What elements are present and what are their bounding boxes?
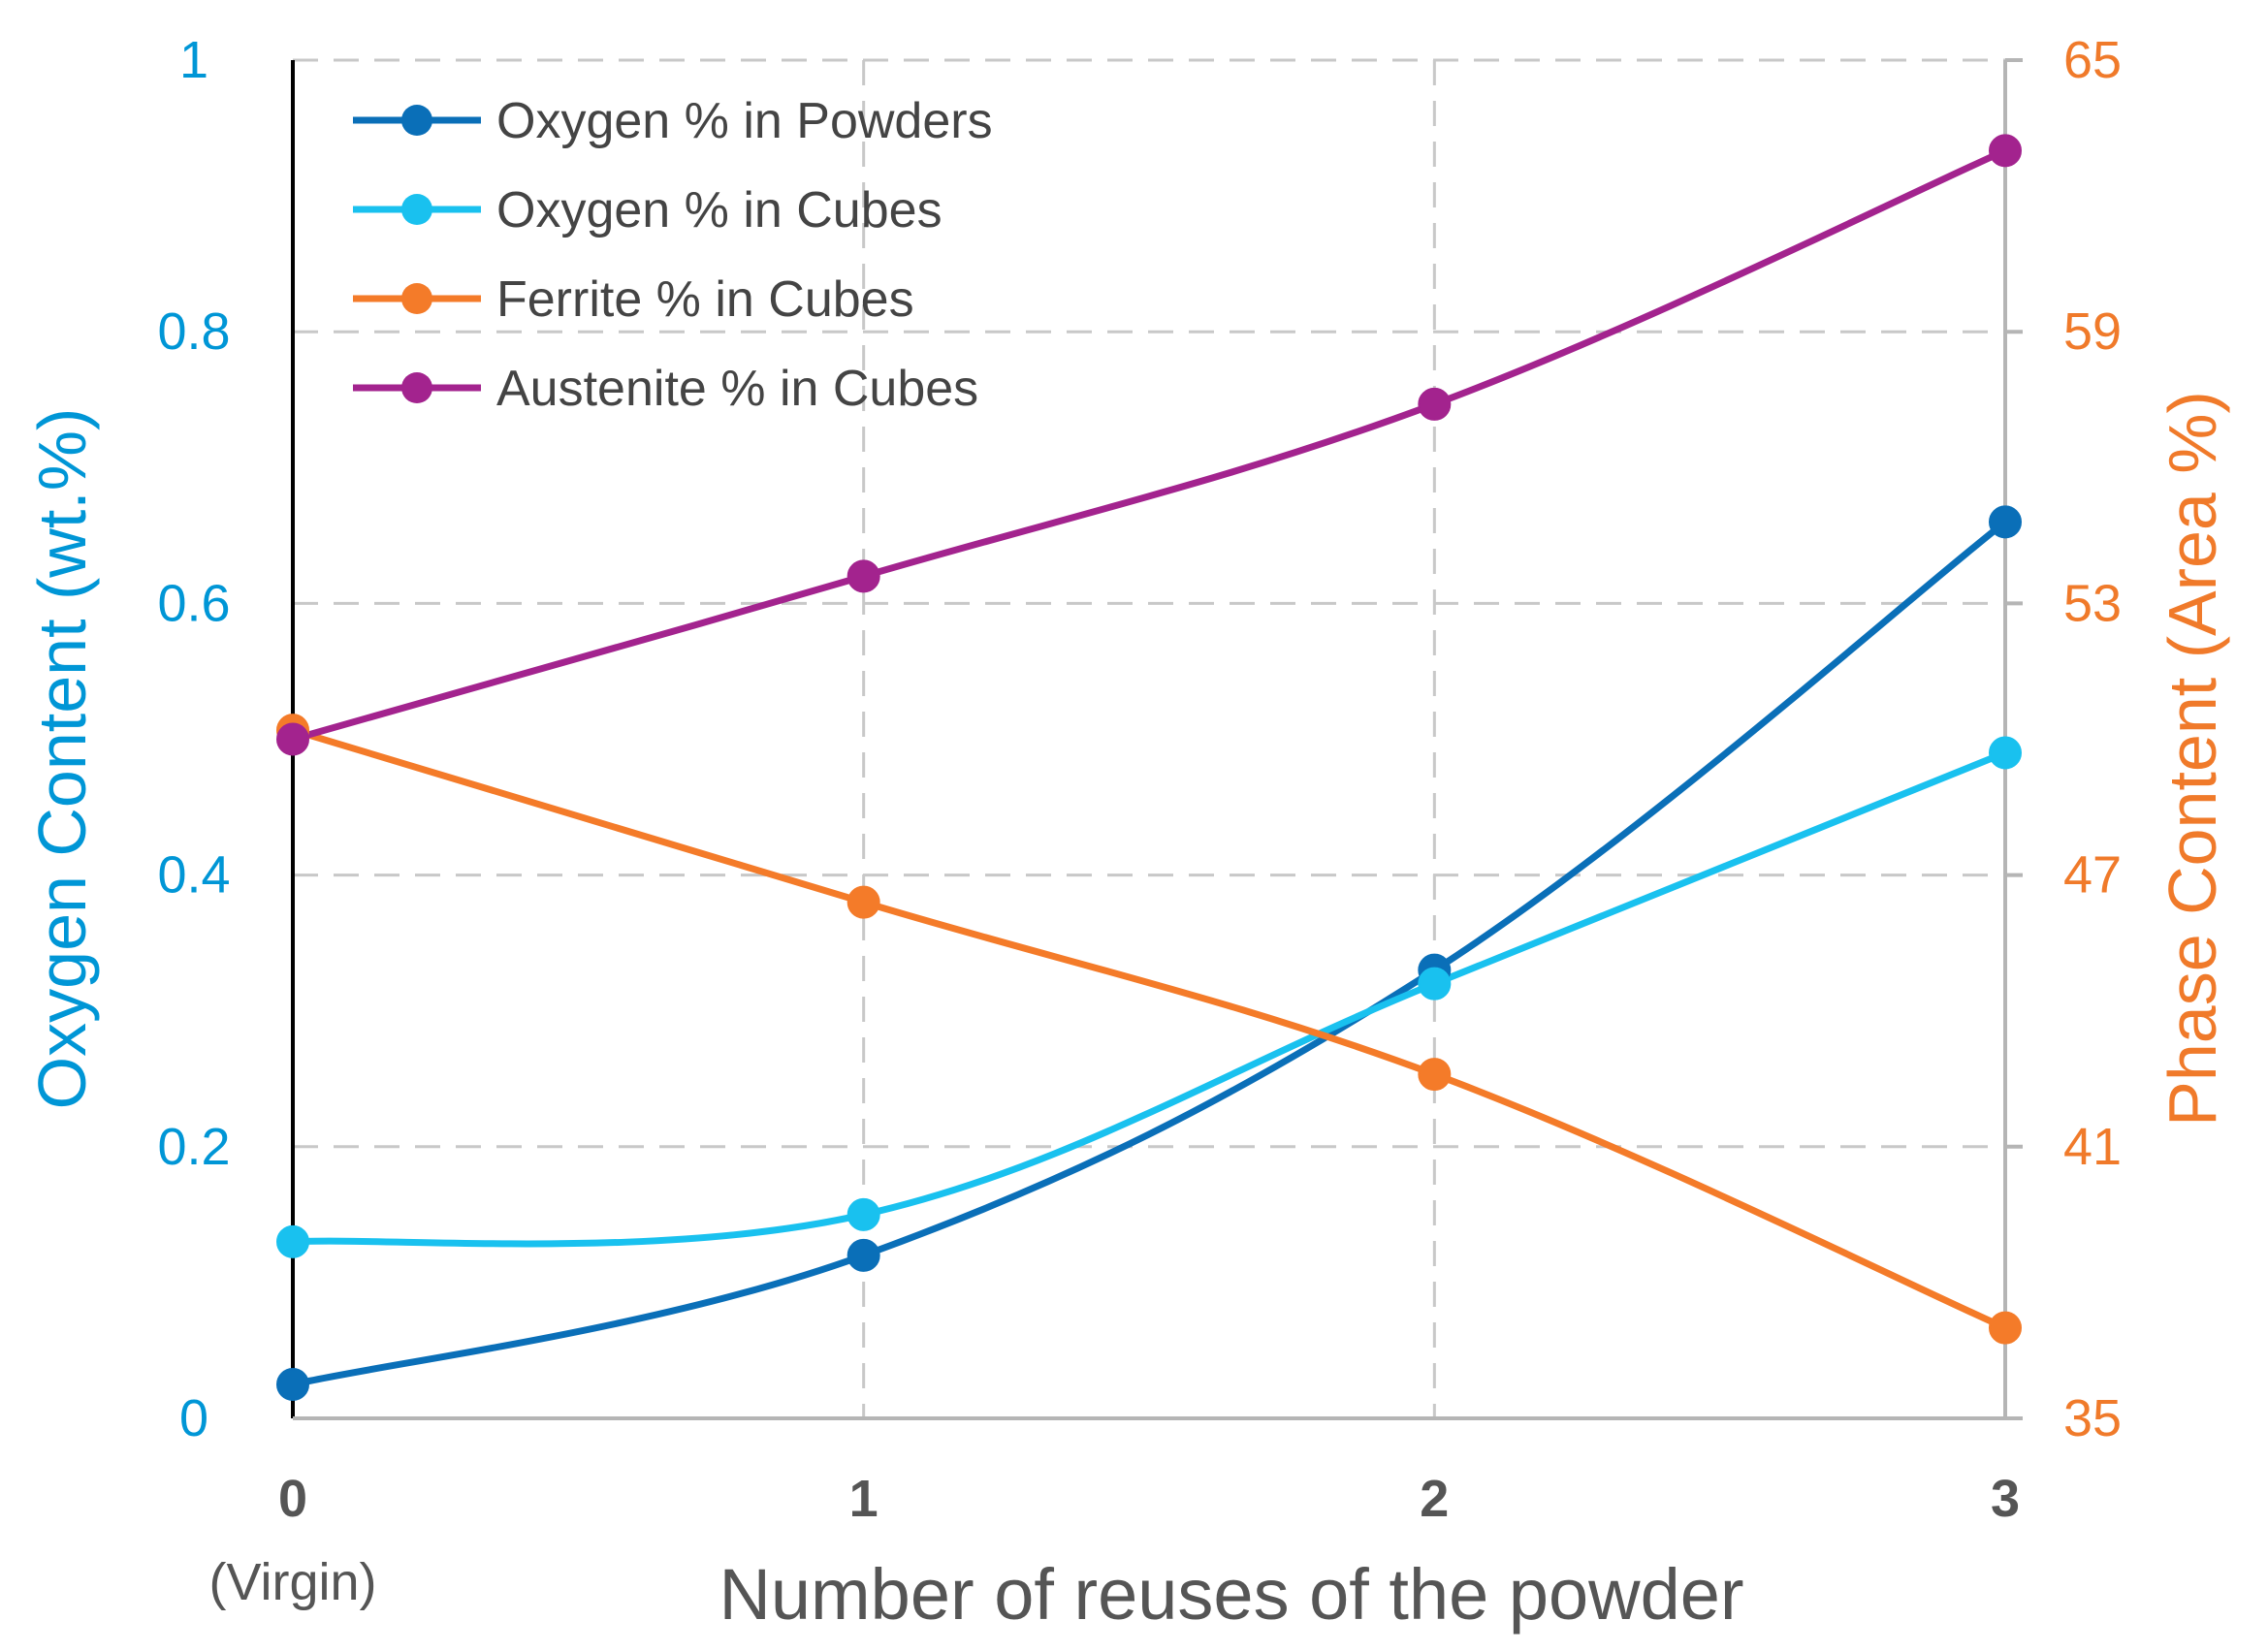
right-tick-label: 35 (2063, 1389, 2122, 1447)
x-axis-title: Number of reuses of the powder (719, 1554, 1743, 1635)
right-tick-label: 53 (2063, 574, 2122, 632)
series-points (276, 134, 2022, 1401)
left-tick-label: 0.4 (157, 846, 230, 905)
x-axis-ticks: 0 (Virgin) 1 2 3 (208, 1470, 2020, 1611)
right-axis-title: Phase Content (Area %) (2155, 391, 2230, 1127)
data-point-oxygen-in-cubes (276, 1224, 309, 1258)
right-tick-label: 41 (2063, 1118, 2122, 1176)
x-tick-label: 3 (1991, 1470, 2020, 1528)
legend-label-ferrite-in-cubes: Ferrite % in Cubes (496, 271, 914, 328)
data-point-austenite-in-cubes (1418, 387, 1452, 421)
data-point-oxygen-in-powders (847, 1238, 880, 1272)
data-point-austenite-in-cubes (847, 559, 880, 593)
legend-label-oxygen-in-powders: Oxygen % in Powders (496, 93, 993, 149)
x-tick-label: 2 (1420, 1470, 1449, 1528)
data-point-oxygen-in-powders (276, 1367, 309, 1401)
data-point-austenite-in-cubes (276, 722, 309, 756)
data-point-oxygen-in-cubes (1989, 736, 2022, 770)
data-point-ferrite-in-cubes (847, 885, 880, 919)
left-tick-label: 0.2 (157, 1118, 230, 1176)
series-line-oxygen-in-cubes (292, 749, 2007, 1248)
legend-marker-oxygen-in-cubes (401, 194, 432, 225)
left-axis-ticks: 0 0.2 0.4 0.6 0.8 1 (157, 31, 230, 1447)
right-tick-label: 47 (2063, 846, 2122, 905)
x-tick-sublabel: (Virgin) (208, 1553, 376, 1611)
legend-label-austenite-in-cubes: Austenite % in Cubes (496, 361, 978, 417)
x-tick-label: 1 (849, 1470, 878, 1528)
series-line-austenite-in-cubes (292, 147, 2007, 743)
right-axis-ticks: 35 41 47 53 59 65 (2063, 31, 2122, 1447)
right-tick-label: 59 (2063, 302, 2122, 361)
data-point-austenite-in-cubes (1989, 134, 2022, 168)
legend: Oxygen % in Powders Oxygen % in Cubes Ferr… (353, 93, 993, 417)
data-point-oxygen-in-cubes (847, 1197, 880, 1231)
legend-label-oxygen-in-cubes: Oxygen % in Cubes (496, 182, 942, 238)
legend-marker-austenite-in-cubes (401, 372, 432, 403)
x-tick-label: 0 (278, 1470, 307, 1528)
data-point-oxygen-in-powders (1989, 505, 2022, 539)
data-point-ferrite-in-cubes (1989, 1311, 2022, 1345)
grid-lines (293, 58, 2005, 1418)
left-tick-label: 1 (179, 31, 208, 89)
series-lines (291, 147, 2008, 1388)
series-line-ferrite-in-cubes (291, 726, 2007, 1331)
data-point-ferrite-in-cubes (1418, 1058, 1452, 1092)
data-point-oxygen-in-cubes (1418, 967, 1452, 1001)
left-tick-label: 0 (179, 1389, 208, 1447)
series-line-oxygen-in-powders (292, 519, 2008, 1388)
right-tick-label: 65 (2063, 31, 2122, 89)
left-tick-label: 0.6 (157, 574, 230, 632)
legend-marker-oxygen-in-powders (401, 105, 432, 136)
legend-marker-ferrite-in-cubes (401, 283, 432, 314)
left-tick-label: 0.8 (157, 302, 230, 361)
left-axis-title: Oxygen Content (wt.%) (24, 408, 100, 1110)
